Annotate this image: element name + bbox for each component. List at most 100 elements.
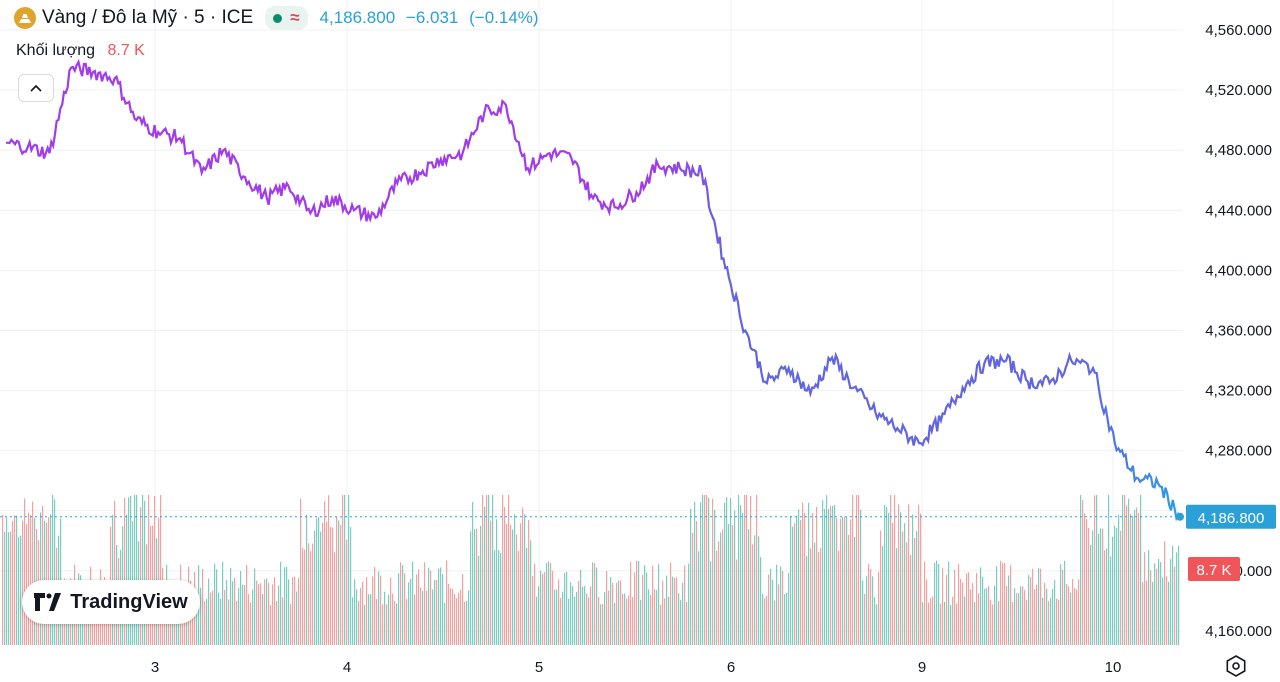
- volume-bar: [496, 519, 498, 645]
- volume-bar: [988, 585, 990, 645]
- volume-bar: [1138, 513, 1140, 645]
- volume-bar: [932, 596, 934, 645]
- volume-bar: [614, 602, 616, 645]
- volume-bar: [686, 601, 688, 645]
- volume-bar: [982, 576, 984, 645]
- volume-bar: [694, 501, 696, 645]
- volume-bar: [264, 579, 266, 645]
- volume-bar: [492, 495, 494, 645]
- volume-bar: [802, 502, 804, 645]
- volume-bar: [280, 561, 282, 645]
- volume-bar: [824, 509, 826, 645]
- volume-bar: [220, 599, 222, 645]
- volume-bar: [904, 523, 906, 645]
- volume-bar: [390, 577, 392, 645]
- collapse-legend-button[interactable]: [18, 74, 54, 102]
- price-tick-label: 4,480.000: [1205, 142, 1272, 159]
- volume-bar: [464, 601, 466, 645]
- volume-bar: [710, 561, 712, 645]
- volume-bar: [794, 523, 796, 645]
- volume-bar: [446, 560, 448, 645]
- volume-bar: [898, 504, 900, 645]
- volume-bar: [330, 527, 332, 645]
- volume-bar: [456, 598, 458, 645]
- volume-bar: [250, 602, 252, 645]
- volume-bar: [1064, 560, 1066, 645]
- volume-bar: [414, 594, 416, 645]
- volume-bar: [1148, 550, 1150, 645]
- volume-bar: [1026, 599, 1028, 645]
- volume-bar: [408, 582, 410, 645]
- volume-bar: [708, 497, 710, 645]
- volume-bar: [52, 495, 54, 645]
- volume-bar: [530, 540, 532, 645]
- volume-bar: [426, 590, 428, 645]
- volume-bar: [950, 604, 952, 645]
- volume-bar: [882, 546, 884, 645]
- volume-bar: [944, 601, 946, 645]
- volume-bar: [276, 601, 278, 645]
- volume-bar: [1086, 519, 1088, 645]
- market-status-pill[interactable]: ≈: [265, 6, 308, 30]
- volume-bar: [448, 583, 450, 645]
- volume-bar: [474, 529, 476, 645]
- volume-bar: [758, 536, 760, 645]
- volume-bar: [828, 508, 830, 645]
- tradingview-wordmark: TradingView: [70, 590, 188, 613]
- volume-legend[interactable]: Khối lượng 8.7 K: [16, 42, 145, 60]
- volume-bar: [926, 579, 928, 645]
- symbol-header: Vàng / Đô la Mỹ · 5 · ICE ≈ 4,186.800 −6…: [14, 6, 545, 30]
- volume-bars: [2, 495, 1180, 645]
- volume-bar: [652, 565, 654, 645]
- volume-bar: [18, 537, 20, 645]
- volume-bar: [782, 571, 784, 645]
- volume-bar: [914, 538, 916, 645]
- volume-bar: [560, 597, 562, 645]
- volume-bar: [840, 518, 842, 645]
- price-line[interactable]: [5, 58, 1181, 522]
- volume-bar: [1152, 582, 1154, 645]
- time-tick-label: 3: [151, 659, 159, 676]
- tradingview-logo[interactable]: TradingView: [22, 580, 200, 624]
- volume-bar: [888, 512, 890, 645]
- volume-bar: [860, 509, 862, 645]
- volume-bar: [956, 603, 958, 645]
- volume-bar: [210, 592, 212, 645]
- volume-label: Khối lượng: [16, 42, 96, 59]
- volume-bar: [868, 563, 870, 645]
- time-tick-label: 4: [343, 659, 351, 676]
- volume-bar: [548, 561, 550, 645]
- volume-bar: [974, 602, 976, 645]
- last-price-dot: [1176, 512, 1184, 521]
- symbol-title[interactable]: Vàng / Đô la Mỹ · 5 · ICE: [42, 7, 254, 28]
- volume-bar: [858, 495, 860, 645]
- gold-bars-icon[interactable]: [14, 7, 36, 29]
- volume-bar: [1016, 593, 1018, 645]
- volume-bar: [1108, 495, 1110, 645]
- volume-bar: [952, 596, 954, 645]
- volume-bar: [692, 532, 694, 645]
- volume-bar: [572, 586, 574, 645]
- volume-bar: [684, 565, 686, 645]
- volume-bar: [752, 544, 754, 645]
- volume-bar: [606, 570, 608, 645]
- volume-bar: [294, 576, 296, 645]
- volume-bar: [144, 500, 146, 645]
- volume-bar: [818, 551, 820, 645]
- volume-bar: [442, 574, 444, 645]
- volume-bar: [798, 509, 800, 645]
- volume-bar: [616, 582, 618, 645]
- volume-bar: [724, 502, 726, 645]
- volume-bar: [598, 597, 600, 645]
- settings-gear-icon[interactable]: [1225, 655, 1247, 677]
- volume-bar: [582, 586, 584, 645]
- volume-bar: [1168, 581, 1170, 645]
- volume-bar: [230, 567, 232, 645]
- volume-bar: [646, 572, 648, 645]
- time-axis[interactable]: 3 4 5 6 9 10: [151, 659, 1122, 676]
- volume-bar: [450, 587, 452, 645]
- volume-bar: [244, 585, 246, 645]
- volume-bar: [324, 500, 326, 645]
- volume-bar: [30, 515, 32, 645]
